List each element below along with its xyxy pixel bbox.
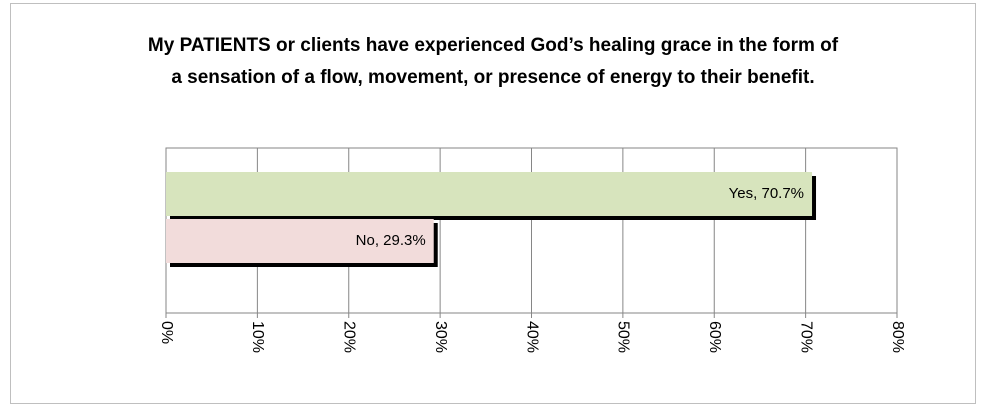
x-tick-label: 60%	[706, 321, 723, 353]
x-tick-label: 80%	[889, 321, 906, 353]
bar	[166, 172, 813, 216]
x-tick-label: 0%	[158, 321, 175, 344]
data-label: Yes, 70.7%	[729, 185, 804, 202]
x-tick-label: 10%	[249, 321, 266, 353]
x-tick-label: 30%	[432, 321, 449, 353]
x-tick-label: 40%	[523, 321, 540, 353]
x-tick-label: 20%	[341, 321, 358, 353]
x-tick-label: 70%	[797, 321, 814, 353]
x-tick-label: 50%	[615, 321, 632, 353]
chart-title: My PATIENTS or clients have experienced …	[147, 35, 839, 88]
bar	[166, 219, 434, 263]
data-label: No, 29.3%	[356, 232, 426, 249]
